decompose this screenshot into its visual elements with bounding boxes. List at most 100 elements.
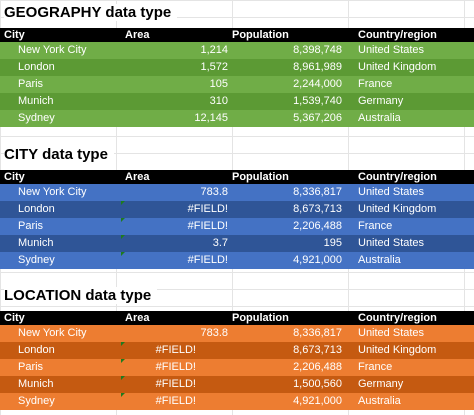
table-cell: 4,921,000 — [293, 395, 342, 407]
table-cell: #FIELD! — [155, 361, 196, 373]
table-row: London #FIELD! 8,673,713 United Kingdom — [0, 201, 474, 218]
table-cell: Munich — [18, 378, 54, 390]
error-indicator — [121, 201, 125, 205]
table-cell: 8,336,817 — [293, 186, 342, 198]
error-indicator — [121, 218, 125, 222]
table-cell: #FIELD! — [187, 203, 228, 215]
table-cell: Australia — [358, 395, 401, 407]
table-cell: 5,367,206 — [293, 112, 342, 124]
error-indicator — [121, 376, 125, 380]
table-cell: Paris — [18, 78, 44, 90]
table-cell: United Kingdom — [358, 61, 437, 73]
table-cell: Munich — [18, 95, 54, 107]
table-cell: #FIELD! — [187, 220, 228, 232]
table-cell: 8,336,817 — [293, 327, 342, 339]
table-cell: Australia — [358, 112, 401, 124]
section-title: LOCATION data type — [4, 287, 158, 304]
table-cell: 8,673,713 — [293, 203, 342, 215]
table-cell: Paris — [18, 361, 44, 373]
header-cell: Area — [125, 171, 150, 183]
table-cell: 1,500,560 — [293, 378, 342, 390]
section-title: CITY data type — [4, 146, 114, 163]
table-cell: New York City — [18, 327, 87, 339]
header-cell: Area — [125, 312, 150, 324]
table-row: New York City 783.8 8,336,817 United States — [0, 325, 474, 342]
table-cell: 4,921,000 — [293, 254, 342, 266]
table-cell: Australia — [358, 254, 401, 266]
header-cell: Country/region — [358, 29, 437, 41]
header-row: City Area Population Country/region — [0, 170, 474, 184]
table-cell: 3.7 — [212, 237, 228, 249]
table-cell: 2,206,488 — [293, 361, 342, 373]
table-cell: New York City — [18, 44, 87, 56]
table-cell: 105 — [209, 78, 228, 90]
header-cell: Population — [232, 29, 289, 41]
table-row: Munich #FIELD! 1,500,560 Germany — [0, 376, 474, 393]
header-cell: Country/region — [358, 171, 437, 183]
table-cell: France — [358, 361, 393, 373]
table-cell: Germany — [358, 378, 404, 390]
table-cell: #FIELD! — [155, 344, 196, 356]
table-cell: United States — [358, 237, 425, 249]
table-row: Munich 310 1,539,740 Germany — [0, 93, 474, 110]
table-row: Paris #FIELD! 2,206,488 France — [0, 218, 474, 235]
table-cell: United States — [358, 327, 425, 339]
table-cell: United Kingdom — [358, 203, 437, 215]
table-cell: 8,961,989 — [293, 61, 342, 73]
table-cell: United Kingdom — [358, 344, 437, 356]
header-cell: City — [4, 171, 25, 183]
table-cell: 1,214 — [200, 44, 228, 56]
section-title: GEOGRAPHY data type — [4, 4, 178, 21]
table-cell: 12,145 — [194, 112, 228, 124]
table-row: Paris 105 2,244,000 France — [0, 76, 474, 93]
table-cell: New York City — [18, 186, 87, 198]
table-row: Sydney 12,145 5,367,206 Australia — [0, 110, 474, 127]
table-cell: Sydney — [18, 254, 55, 266]
table-cell: 8,398,748 — [293, 44, 342, 56]
header-cell: Area — [125, 29, 150, 41]
table-cell: Paris — [18, 220, 44, 232]
error-indicator — [121, 393, 125, 397]
table-cell: London — [18, 203, 55, 215]
table-cell: 310 — [209, 95, 228, 107]
header-cell: City — [4, 312, 25, 324]
table-row: London #FIELD! 8,673,713 United Kingdom — [0, 342, 474, 359]
header-row: City Area Population Country/region — [0, 311, 474, 325]
table-cell: 8,673,713 — [293, 344, 342, 356]
table-cell: 2,206,488 — [293, 220, 342, 232]
table-cell: Sydney — [18, 395, 55, 407]
table-cell: #FIELD! — [187, 254, 228, 266]
table-row: Paris #FIELD! 2,206,488 France — [0, 359, 474, 376]
table-cell: 2,244,000 — [293, 78, 342, 90]
table-cell: Sydney — [18, 112, 55, 124]
table-cell: London — [18, 61, 55, 73]
table-cell: 783.8 — [200, 186, 228, 198]
table-cell: 783.8 — [200, 327, 228, 339]
table-cell: 1,572 — [200, 61, 228, 73]
table-cell: #FIELD! — [155, 378, 196, 390]
table-row: London 1,572 8,961,989 United Kingdom — [0, 59, 474, 76]
table-cell: United States — [358, 186, 425, 198]
table-cell: 195 — [323, 237, 342, 249]
table-row: Sydney #FIELD! 4,921,000 Australia — [0, 252, 474, 269]
header-row: City Area Population Country/region — [0, 28, 474, 42]
error-indicator — [121, 359, 125, 363]
table-cell: London — [18, 344, 55, 356]
table-row: Sydney #FIELD! 4,921,000 Australia — [0, 393, 474, 410]
header-cell: Country/region — [358, 312, 437, 324]
table-cell: United States — [358, 44, 425, 56]
header-cell: Population — [232, 171, 289, 183]
header-cell: Population — [232, 312, 289, 324]
error-indicator — [121, 252, 125, 256]
table-cell: France — [358, 220, 393, 232]
table-cell: France — [358, 78, 393, 90]
header-cell: City — [4, 29, 25, 41]
table-cell: Munich — [18, 237, 54, 249]
table-row: Munich 3.7 195 United States — [0, 235, 474, 252]
table-cell: #FIELD! — [155, 395, 196, 407]
table-row: New York City 783.8 8,336,817 United States — [0, 184, 474, 201]
error-indicator — [121, 235, 125, 239]
table-row: New York City 1,214 8,398,748 United States — [0, 42, 474, 59]
error-indicator — [121, 342, 125, 346]
